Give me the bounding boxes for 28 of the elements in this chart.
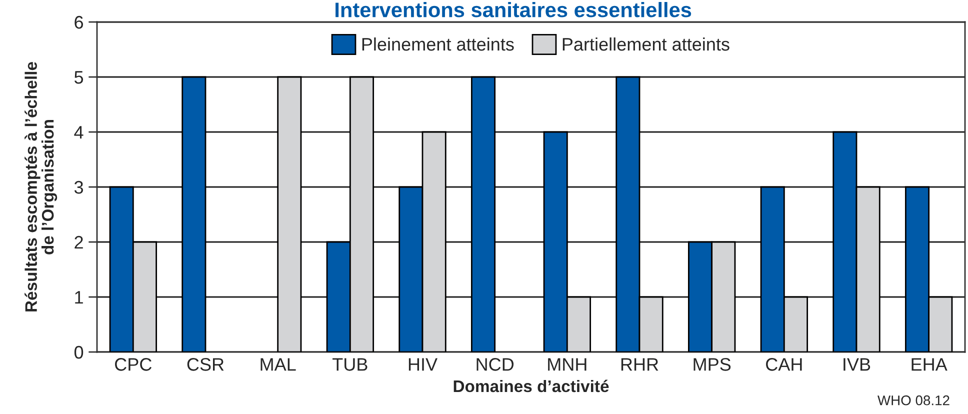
y-tick-label: 3 bbox=[74, 180, 84, 194]
bar bbox=[470, 76, 496, 352]
x-tick-label: EHA bbox=[912, 358, 948, 371]
x-tick-label: CAH bbox=[766, 358, 802, 371]
x-tick-label: MAL bbox=[260, 358, 296, 371]
bar bbox=[182, 76, 206, 352]
legend-label: Partiellement atteints bbox=[562, 37, 730, 51]
x-tick-label: IVB bbox=[844, 358, 870, 371]
y-tick-label: 1 bbox=[75, 291, 83, 304]
legend-label: Pleinement atteints bbox=[362, 37, 514, 51]
y-tick-label: 5 bbox=[74, 71, 84, 84]
x-tick-label: TUB bbox=[332, 358, 368, 371]
chart-title: Interventions sanitaires essentielles bbox=[336, 2, 692, 18]
x-tick-label: CSR bbox=[187, 358, 224, 371]
x-tick-label: HIV bbox=[408, 358, 438, 371]
y-tick-label: 6 bbox=[74, 16, 84, 29]
x-tick-label: CPC bbox=[115, 358, 152, 371]
x-tick-label: RHR bbox=[621, 358, 658, 371]
text: WHO 08.12 bbox=[878, 395, 950, 406]
y-tick-label: 0 bbox=[74, 346, 84, 359]
y-axis-title: Résultats escomptés à l’échelle de l’Organisation bbox=[24, 62, 58, 312]
x-axis-title: Domaines d’activité bbox=[454, 380, 609, 392]
y-tick-label: 4 bbox=[74, 126, 84, 139]
x-tick-label: NCD bbox=[476, 358, 514, 371]
bar bbox=[277, 76, 302, 352]
x-tick-label: MPS bbox=[694, 358, 731, 371]
x-tick-label: MNH bbox=[548, 358, 586, 371]
y-tick-label: 2 bbox=[74, 236, 83, 249]
